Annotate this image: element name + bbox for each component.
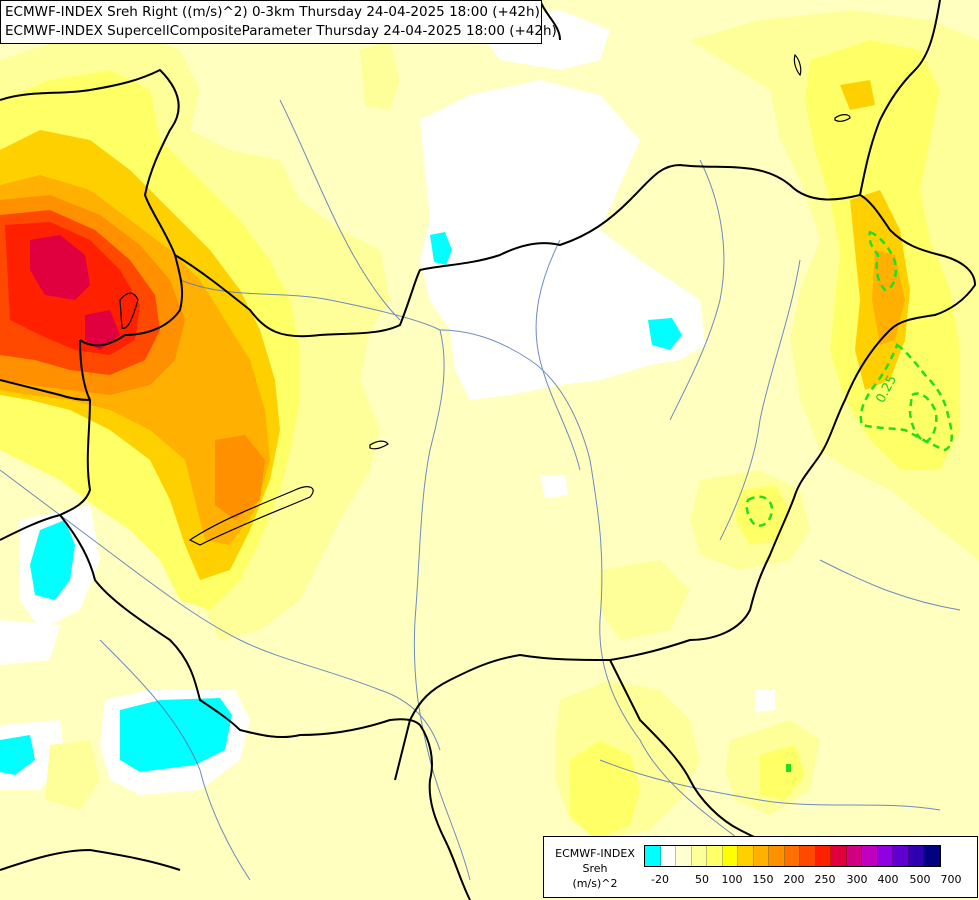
legend-tick-label: 300 <box>846 873 868 886</box>
supercell-parameter-contours <box>745 230 953 527</box>
legend-swatch <box>722 846 738 866</box>
legend-swatch <box>753 846 769 866</box>
lake-outlines <box>119 53 851 546</box>
map-title: ECMWF-INDEX Sreh Right ((m/s)^2) 0-3km T… <box>0 0 557 44</box>
legend-line-1: ECMWF-INDEX <box>555 847 635 860</box>
legend-color-bar <box>644 845 941 867</box>
legend-swatch <box>691 846 707 866</box>
max-shear-core <box>30 235 120 350</box>
legend-tick-label: -20 <box>651 873 669 886</box>
legend-swatch <box>660 846 676 866</box>
negative-shear-areas <box>0 232 682 775</box>
legend-swatch <box>815 846 831 866</box>
legend-line-3: (m/s)^2 <box>572 877 618 890</box>
legend-swatch <box>846 846 862 866</box>
legend-swatch <box>800 846 816 866</box>
legend-tick-label: 150 <box>752 873 774 886</box>
legend-swatch <box>784 846 800 866</box>
legend-tick-label: 50 <box>695 873 709 886</box>
legend-swatch <box>893 846 909 866</box>
rivers <box>0 99 961 881</box>
legend-tick-label: 400 <box>877 873 899 886</box>
legend-swatch <box>769 846 785 866</box>
title-line-2: ECMWF-INDEX SupercellCompositeParameter … <box>5 23 557 39</box>
legend-tick-label: 100 <box>721 873 743 886</box>
legend-line-2: Sreh <box>582 862 608 875</box>
scp-contour-spot <box>786 764 791 772</box>
legend-tick-labels: -20 50 100 150 200 250 300 400 500 700 <box>644 873 970 889</box>
legend-tick-label: 200 <box>783 873 805 886</box>
legend-caption: ECMWF-INDEX Sreh (m/s)^2 <box>548 846 642 891</box>
color-legend: ECMWF-INDEX Sreh (m/s)^2 -20 50 100 150 200 2… <box>543 836 978 898</box>
legend-swatch <box>831 846 847 866</box>
legend-tick-label: 700 <box>940 873 962 886</box>
legend-swatch <box>908 846 924 866</box>
legend-swatch <box>862 846 878 866</box>
legend-swatch <box>707 846 723 866</box>
legend-swatch <box>738 846 754 866</box>
legend-swatch <box>877 846 893 866</box>
legend-swatch <box>676 846 692 866</box>
legend-swatch <box>645 846 661 866</box>
legend-swatch <box>924 846 940 866</box>
title-line-1: ECMWF-INDEX Sreh Right ((m/s)^2) 0-3km T… <box>5 4 540 20</box>
legend-tick-label: 500 <box>909 873 931 886</box>
legend-tick-label: 250 <box>814 873 836 886</box>
